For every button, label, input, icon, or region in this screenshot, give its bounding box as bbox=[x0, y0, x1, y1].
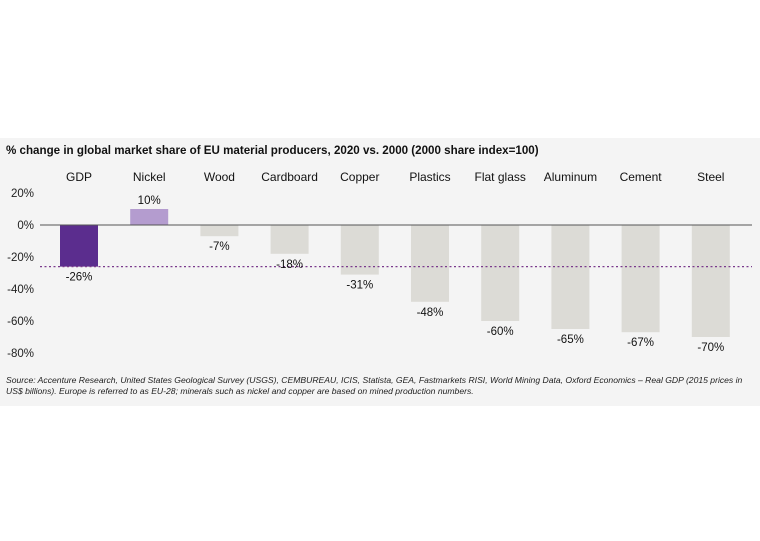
y-tick-label: -20% bbox=[7, 252, 34, 264]
category-label: GDP bbox=[66, 170, 92, 184]
value-label: -60% bbox=[487, 326, 514, 338]
category-label: Nickel bbox=[133, 170, 166, 184]
bar-aluminum bbox=[551, 225, 590, 329]
y-tick-label: -40% bbox=[7, 284, 34, 296]
value-label: -26% bbox=[66, 272, 93, 284]
bar-plastics bbox=[411, 225, 449, 302]
category-label: Cement bbox=[620, 170, 663, 184]
bar-flat-glass bbox=[481, 225, 520, 321]
y-tick-label: -60% bbox=[7, 316, 34, 328]
bar-steel bbox=[691, 225, 730, 337]
y-tick-label: -80% bbox=[7, 348, 34, 360]
chart-title: % change in global market share of EU ma… bbox=[6, 144, 539, 157]
value-label: -70% bbox=[697, 342, 724, 354]
category-label: Copper bbox=[340, 170, 379, 184]
bar-gdp bbox=[60, 225, 98, 267]
category-label: Cardboard bbox=[261, 170, 318, 184]
value-label: 10% bbox=[138, 195, 161, 207]
value-label: -7% bbox=[209, 241, 229, 253]
bar-wood bbox=[200, 225, 239, 237]
value-label: -18% bbox=[276, 259, 303, 271]
value-label: -48% bbox=[417, 307, 444, 319]
bar-cardboard bbox=[270, 225, 309, 254]
value-label: -65% bbox=[557, 334, 584, 346]
category-label: Wood bbox=[204, 170, 235, 184]
bar-cement bbox=[621, 225, 660, 333]
category-label: Steel bbox=[697, 170, 724, 184]
value-label: -67% bbox=[627, 337, 654, 349]
y-tick-label: 20% bbox=[11, 188, 34, 200]
bar-nickel bbox=[130, 209, 169, 225]
y-tick-label: 0% bbox=[17, 220, 34, 232]
value-label: -31% bbox=[346, 280, 373, 292]
source-note: Source: Accenture Research, United State… bbox=[6, 375, 743, 396]
category-label: Flat glass bbox=[475, 170, 526, 184]
category-label: Plastics bbox=[409, 170, 450, 184]
category-label: Aluminum bbox=[544, 170, 597, 184]
